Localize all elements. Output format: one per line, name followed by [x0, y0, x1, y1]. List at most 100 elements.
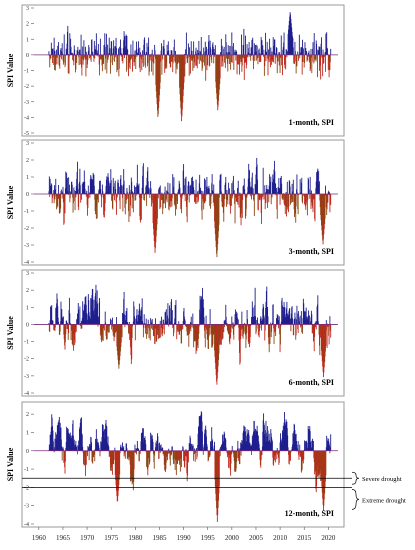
spi-bar: [109, 318, 111, 325]
spi-bar: [314, 324, 316, 328]
spi-bar: [235, 54, 237, 61]
spi-bar: [304, 441, 306, 451]
spi-bar: [320, 324, 322, 338]
spi-bar: [120, 48, 122, 55]
spi-bar: [201, 194, 203, 220]
spi-bar: [88, 447, 90, 451]
spi-bar: [306, 440, 308, 451]
spi-bar: [53, 54, 55, 65]
spi-bar: [67, 194, 69, 195]
spi-bar: [206, 446, 208, 451]
spi-bar: [80, 322, 82, 325]
spi-bar: [238, 450, 240, 461]
spi-bar: [330, 324, 332, 338]
spi-bar: [171, 299, 172, 325]
spi-bar: [63, 54, 65, 63]
spi-bar: [61, 192, 63, 194]
spi-bar: [239, 54, 241, 60]
spi-bar: [241, 54, 243, 66]
spi-bar: [136, 54, 138, 57]
spi-bar: [107, 54, 109, 58]
spi-bar: [291, 183, 293, 194]
spi-bar: [227, 54, 229, 72]
spi-bar: [175, 194, 176, 216]
spi-bar: [131, 324, 133, 338]
spi-bar: [255, 54, 257, 61]
spi-bar: [61, 450, 63, 461]
spi-bar: [164, 186, 166, 194]
spi-bar: [157, 194, 158, 219]
spi-bar: [257, 431, 258, 451]
spi-bar: [60, 54, 62, 60]
spi-bar: [92, 450, 94, 464]
spi-bar: [309, 176, 311, 194]
spi-bar: [231, 445, 233, 451]
spi-bar: [306, 50, 308, 55]
spi-bar: [131, 324, 133, 360]
spi-bar: [252, 194, 254, 196]
spi-bar: [203, 51, 205, 55]
spi-bar: [321, 37, 322, 55]
spi-bar: [304, 54, 306, 63]
spi-bar: [112, 194, 114, 210]
spi-bar: [48, 444, 50, 451]
spi-bar: [269, 324, 271, 344]
spi-bar: [170, 194, 172, 208]
y-tick-label: 3: [26, 6, 29, 12]
spi-bar: [265, 32, 267, 55]
spi-bar: [243, 324, 245, 326]
spi-bar: [296, 313, 298, 325]
spi-bar: [142, 323, 144, 325]
spi-bar: [299, 179, 301, 194]
spi-bar: [89, 192, 90, 194]
spi-bar: [79, 324, 81, 326]
spi-bar: [87, 54, 89, 61]
spi-bar: [209, 324, 211, 329]
panel-frame: [21, 269, 345, 397]
spi-bar: [182, 447, 184, 451]
spi-bar: [185, 449, 187, 451]
spi-bar: [233, 54, 235, 70]
spi-bar: [319, 47, 321, 55]
spi-bar: [326, 324, 328, 349]
spi-bar: [191, 50, 193, 55]
spi-bar: [103, 324, 105, 331]
spi-bar: [136, 450, 138, 455]
spi-bar: [249, 54, 251, 57]
spi-bar: [187, 54, 189, 59]
severe-brace: [351, 471, 360, 485]
spi-bar: [150, 54, 152, 72]
spi-bar: [50, 54, 52, 59]
spi-bar: [208, 35, 210, 55]
spi-bar: [51, 184, 53, 194]
spi-bar: [124, 193, 125, 194]
spi-bar: [177, 189, 179, 194]
spi-bar: [69, 313, 71, 325]
spi-bar: [121, 186, 123, 194]
spi-bar: [257, 324, 259, 336]
spi-bar: [183, 450, 185, 461]
spi-bar: [160, 324, 162, 328]
spi-bar: [271, 324, 273, 326]
spi-bar: [292, 194, 293, 203]
spi-bar: [110, 319, 112, 325]
spi-bar: [124, 314, 125, 325]
spi-bar: [296, 54, 298, 67]
y-tick-label: -1: [24, 69, 29, 75]
spi-bar: [329, 324, 330, 326]
spi-bar: [173, 54, 174, 58]
spi-bar: [232, 324, 234, 329]
spi-bar: [58, 184, 60, 194]
spi-bar: [264, 324, 266, 341]
spi-bar: [193, 194, 195, 203]
spi-bar: [304, 42, 306, 55]
spi-bar: [97, 53, 99, 55]
spi-bar: [193, 448, 195, 451]
spi-bar: [264, 185, 266, 194]
spi-bar: [196, 54, 198, 69]
spi-bar: [281, 183, 283, 194]
spi-bar: [54, 194, 56, 200]
spi-bar: [279, 450, 281, 454]
spi-bar: [259, 194, 261, 200]
spi-bar: [99, 54, 101, 76]
